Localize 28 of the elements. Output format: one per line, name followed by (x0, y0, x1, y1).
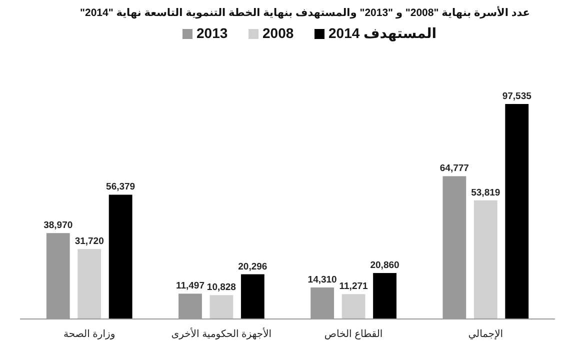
data-label: 64,777 (440, 163, 469, 174)
legend-label: المستهدف 2014 (328, 25, 437, 42)
bar (210, 295, 234, 319)
x-tick-label: وزارة الصحة (64, 329, 116, 340)
x-tick-label: القطاع الخاص (324, 329, 383, 340)
data-label: 97,535 (502, 91, 532, 102)
bar (108, 194, 132, 319)
data-label: 31,720 (74, 236, 104, 248)
data-label: 38,970 (44, 220, 73, 232)
data-label: 20,860 (370, 260, 400, 272)
data-label: 14,310 (308, 274, 337, 286)
data-label: 20,296 (238, 261, 268, 272)
legend-label: 2013 (196, 25, 228, 41)
bar (373, 273, 396, 319)
legend-label: 2008 (262, 25, 294, 41)
bar (342, 294, 366, 319)
data-label: 53,819 (471, 187, 500, 198)
data-label: 11,271 (339, 281, 369, 292)
x-tick-label: الأجهزة الحكومية الأخرى (171, 327, 272, 340)
bar (78, 249, 102, 319)
bar (505, 104, 529, 319)
data-label: 11,497 (176, 280, 204, 292)
data-label: 10,828 (206, 282, 236, 294)
x-tick-label: الإجمالي (468, 329, 504, 340)
data-label: 56,379 (106, 182, 136, 193)
chart-title: عدد الأسرة بنهاية "2008" و "2013" والمستهدف بنهاية الخطة التنموية التاسعة نهاية "2014" (80, 6, 530, 19)
bar (240, 274, 264, 319)
bar (474, 200, 498, 319)
